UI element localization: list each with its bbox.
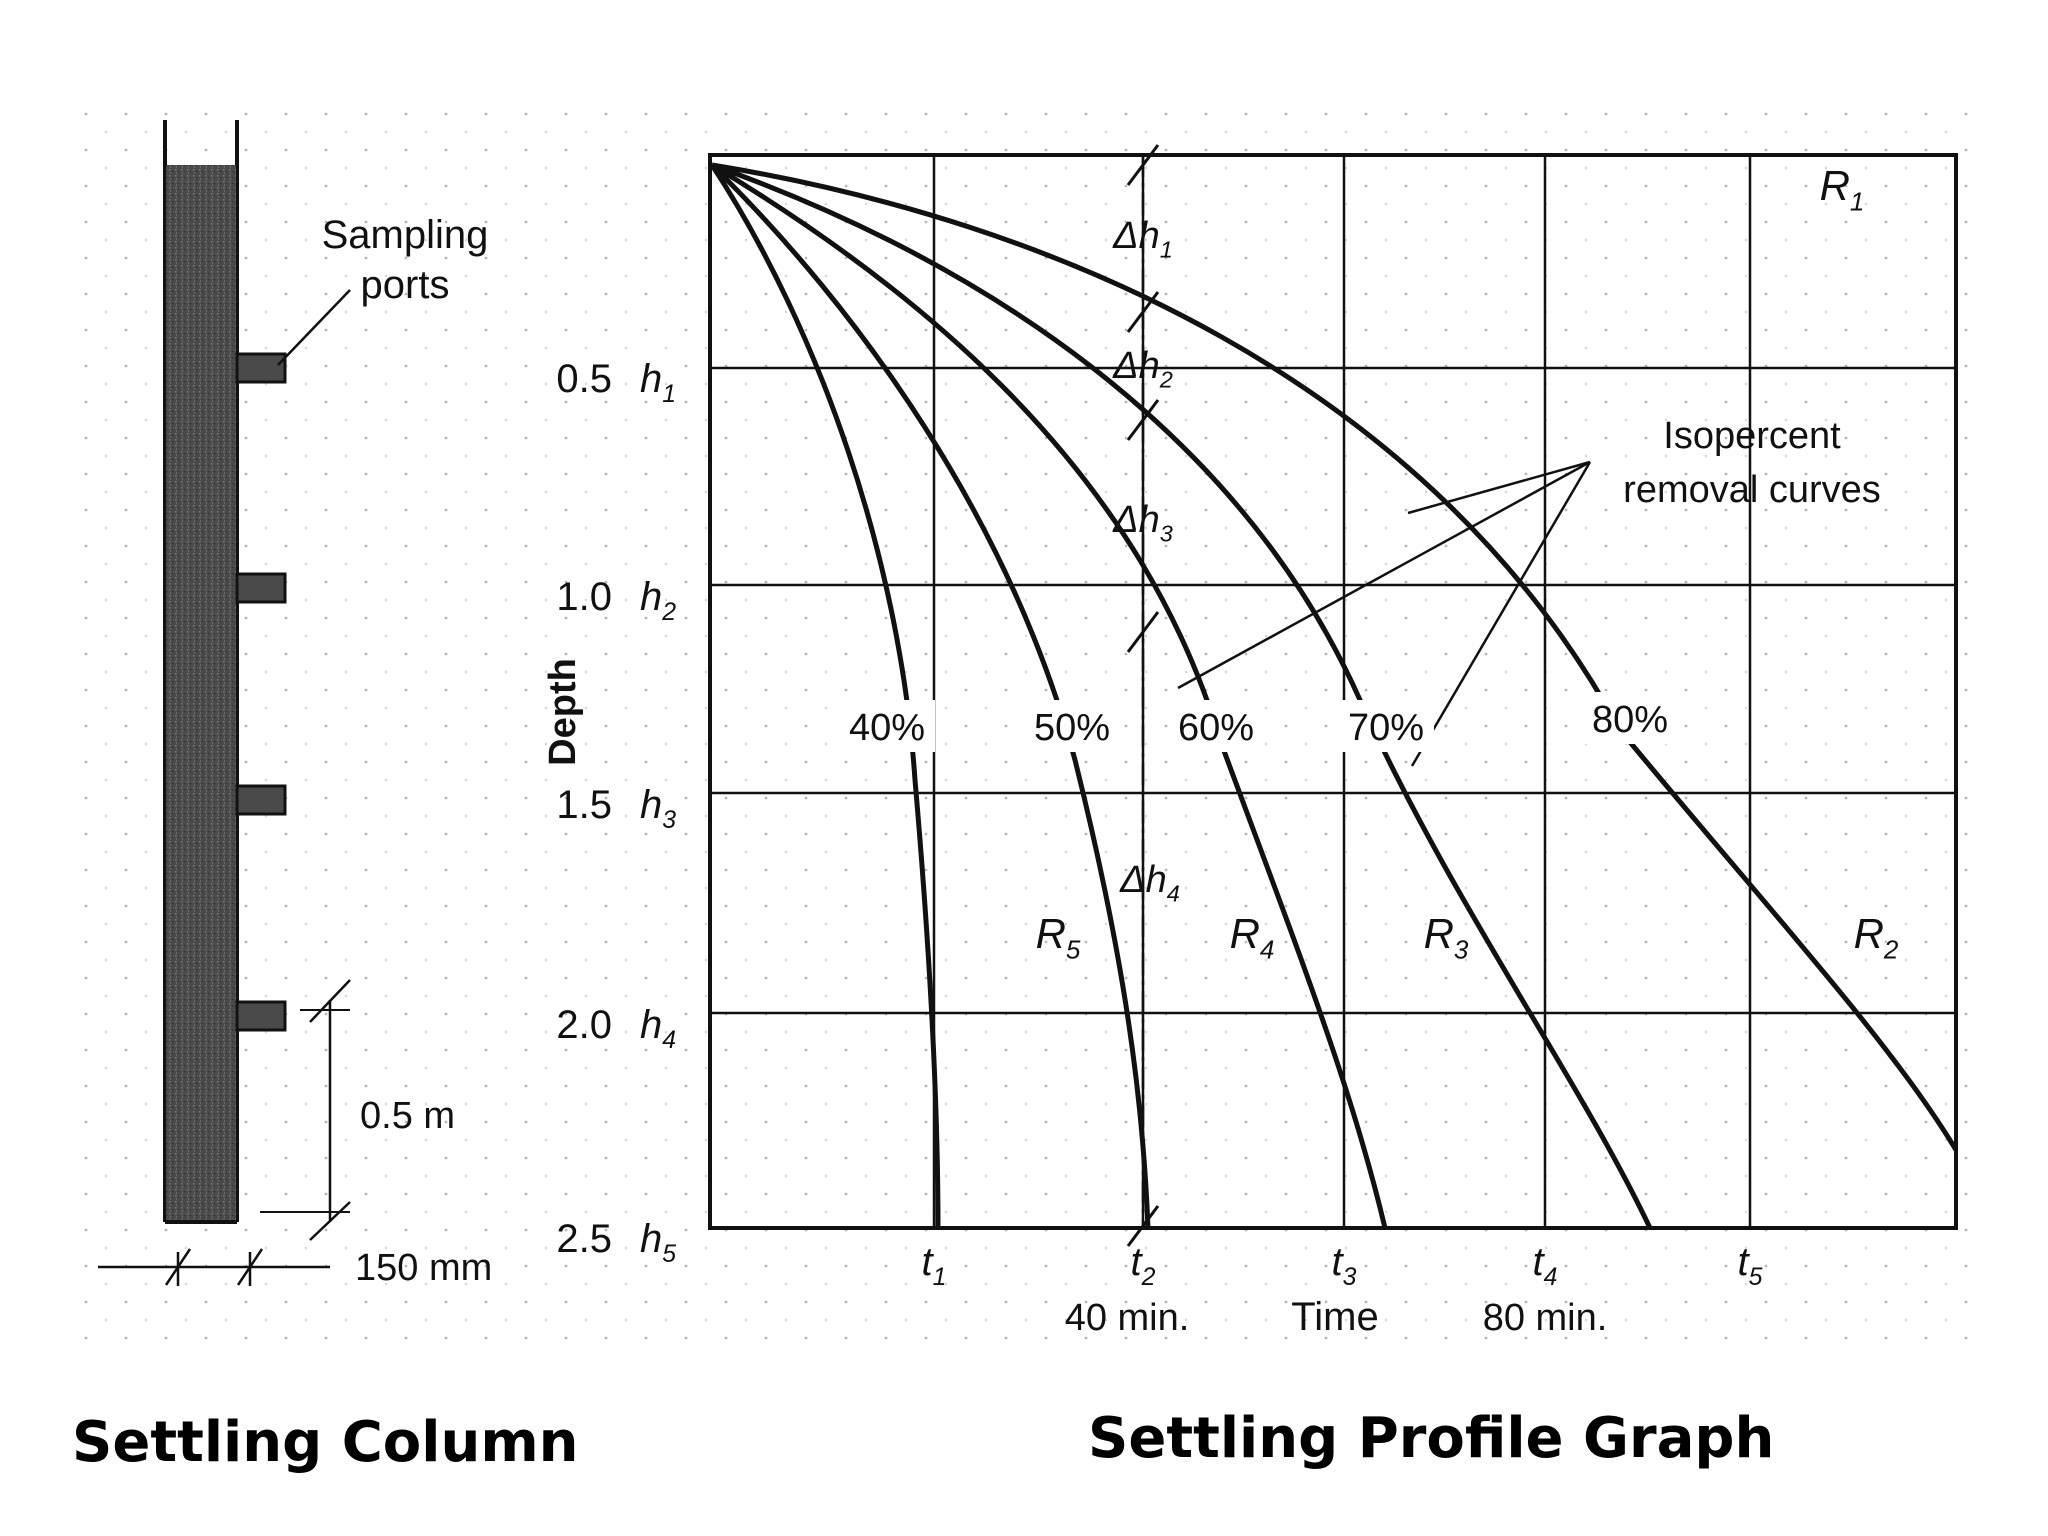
callout-label: Isopercent: [1663, 415, 1841, 457]
region-label: R2: [1854, 910, 1899, 965]
curve-label-backdrop: [1168, 700, 1264, 752]
settling-column: Sampling ports 0.5 m 150 mm: [98, 120, 492, 1289]
curve-percent-label: 80%: [1592, 699, 1668, 741]
time-note-40: 40 min.: [1065, 1297, 1190, 1339]
depth-tick-label: 2.5: [556, 1217, 612, 1261]
width-label: 150 mm: [355, 1247, 492, 1289]
delta-h-tick: [1126, 1205, 1160, 1247]
delta-h-tick: [1126, 291, 1160, 333]
region-label: R3: [1424, 910, 1469, 965]
time-t-label: t2: [1131, 1240, 1156, 1291]
depth-h-label: h4: [640, 1003, 676, 1054]
curve-percent-label: 50%: [1034, 707, 1110, 749]
caption-settling-profile-graph: Settling Profile Graph: [1088, 1406, 1775, 1471]
depth-tick-label: 1.0: [556, 575, 612, 619]
delta-h-label: Δh2: [1112, 345, 1173, 393]
callout-label-2: removal curves: [1623, 469, 1881, 511]
delta-h-tick: [1126, 611, 1160, 653]
curve-label-backdrop: [1024, 700, 1120, 752]
depth-h-label: h3: [640, 783, 676, 834]
curve-40-percent: [709, 163, 941, 1229]
graph-frame: [708, 153, 1958, 1230]
ports-leader-line: [277, 289, 351, 366]
caption-settling-column: Settling Column: [72, 1410, 579, 1475]
time-t-label: t3: [1332, 1240, 1357, 1291]
curve-percent-label: 40%: [849, 707, 925, 749]
time-note-80: 80 min.: [1483, 1297, 1608, 1339]
curve-label-backdrop: [1582, 692, 1678, 744]
water-fill: [166, 165, 236, 1222]
ports-label-2: ports: [361, 263, 450, 307]
curve-percent-label: 60%: [1178, 707, 1254, 749]
curve-60-percent: [710, 162, 1388, 1229]
depth-tick-label: 0.5: [556, 357, 612, 401]
delta-h-tick: [1126, 144, 1160, 186]
depth-tick-label: 1.5: [556, 783, 612, 827]
y-axis-label: Depth: [542, 658, 584, 766]
depth-tick-label: 2.0: [556, 1003, 612, 1047]
depth-h-label: h2: [640, 575, 676, 626]
delta-h-tick: [1126, 399, 1160, 441]
region-label: R4: [1230, 910, 1275, 965]
depth-h-label: h5: [640, 1217, 676, 1268]
height-label: 0.5 m: [360, 1095, 455, 1137]
delta-h-markers: [1126, 144, 1160, 1247]
delta-h-label: Δh1: [1112, 215, 1173, 263]
sampling-port: [235, 572, 287, 604]
graph-labels: 0.5 1.0 1.5 2.0 2.5 h1 h2 h3 h4 h5 t1 t2 t3 t4 t5 Δh1 Δh…: [556, 162, 1899, 1291]
curve-80-percent: [711, 162, 1959, 1152]
time-t-label: t5: [1738, 1240, 1763, 1291]
x-axis-label: Time: [1291, 1295, 1378, 1339]
settling-profile-graph: Isopercent removal curves Depth Time 40 …: [542, 144, 1959, 1339]
isopercent-callout: Isopercent removal curves: [1177, 415, 1881, 767]
curve-label-backdrop: [839, 700, 935, 752]
sampling-port: [235, 784, 287, 816]
time-t-label: t1: [922, 1240, 947, 1291]
sampling-port: [235, 352, 287, 384]
region-label: R5: [1036, 910, 1081, 965]
ports-label: Sampling: [322, 213, 489, 257]
depth-h-label: h1: [640, 357, 676, 408]
region-label: R1: [1820, 162, 1865, 217]
delta-h-label: Δh4: [1119, 859, 1180, 907]
delta-h-label: Δh3: [1112, 499, 1173, 547]
curve-label-backdrop: [1338, 700, 1434, 752]
curve-percent-label: 70%: [1348, 707, 1424, 749]
sampling-port: [235, 1000, 287, 1032]
curve-70-percent: [711, 162, 1653, 1230]
time-t-label: t4: [1533, 1240, 1558, 1291]
